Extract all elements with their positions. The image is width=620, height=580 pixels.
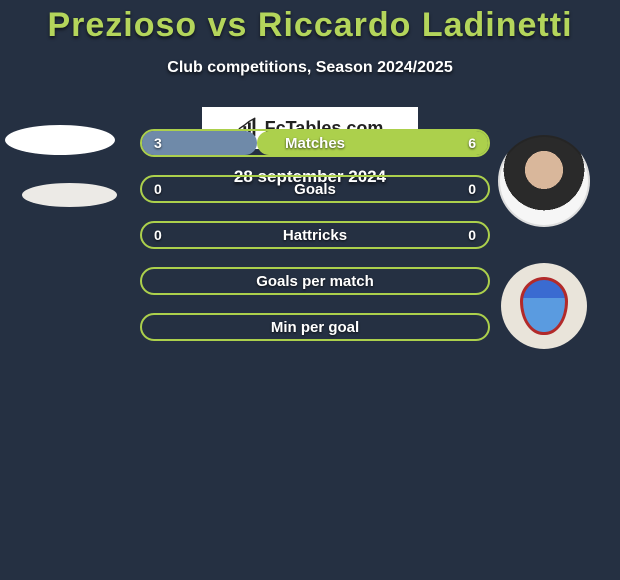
stat-pill-list: 3 Matches 6 0 Goals 0 0 Hattricks 0 Goals per mat… <box>140 129 490 359</box>
stat-pill: 0 Hattricks 0 <box>140 221 490 249</box>
stat-label: Goals <box>294 181 336 198</box>
stat-pill: Goals per match <box>140 267 490 295</box>
stat-label: Min per goal <box>271 319 359 336</box>
player-right-avatar-2 <box>501 263 587 349</box>
stat-value-right: 0 <box>468 227 476 243</box>
club-crest-icon <box>520 277 568 335</box>
stat-pill: 0 Goals 0 <box>140 175 490 203</box>
stat-pill: Min per goal <box>140 313 490 341</box>
stat-pill: 3 Matches 6 <box>140 129 490 157</box>
stat-label: Hattricks <box>283 227 347 244</box>
stat-label: Matches <box>285 135 345 152</box>
stat-value-left: 0 <box>154 227 162 243</box>
stat-value-left: 3 <box>154 135 162 151</box>
player-left-avatar-2 <box>22 183 117 207</box>
player-right-avatar-1 <box>498 135 590 227</box>
stat-value-right: 6 <box>468 135 476 151</box>
player-left-avatar-1 <box>5 125 115 155</box>
stat-label: Goals per match <box>256 273 374 290</box>
subtitle: Club competitions, Season 2024/2025 <box>0 59 620 77</box>
stat-value-right: 0 <box>468 181 476 197</box>
stat-value-left: 0 <box>154 181 162 197</box>
page-title: Prezioso vs Riccardo Ladinetti <box>0 0 620 45</box>
